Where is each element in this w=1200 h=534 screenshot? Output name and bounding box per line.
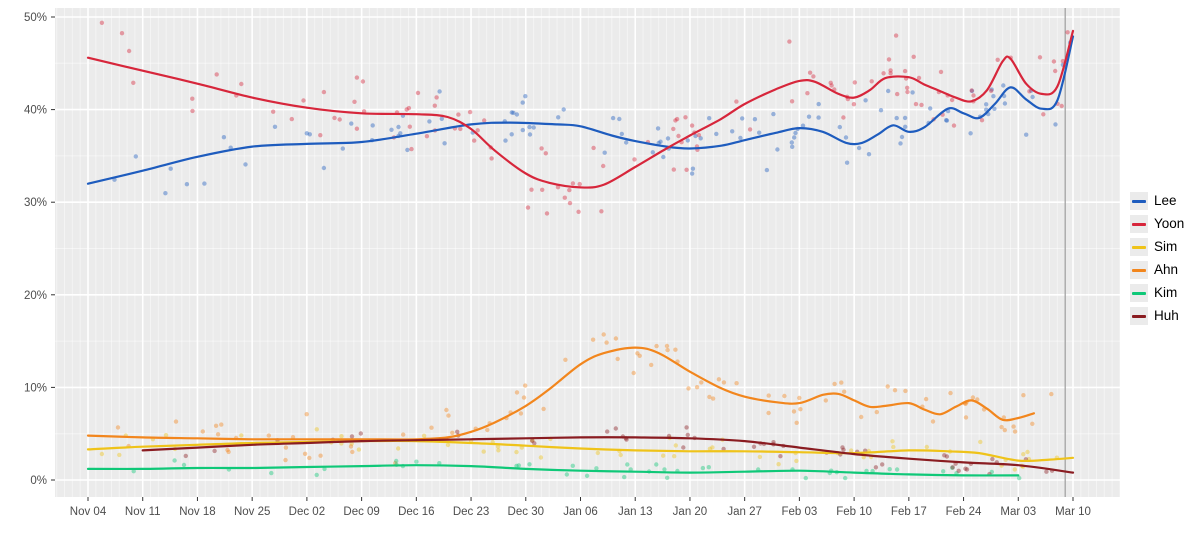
trend-line-huh xyxy=(141,436,1075,474)
legend-label-ahn: Ahn xyxy=(1154,262,1179,277)
y-axis-tick-label: 10% xyxy=(24,382,47,394)
trend-line-sim xyxy=(86,439,1075,463)
legend-line-swatch xyxy=(1132,222,1146,226)
x-axis-tick-label: Feb 03 xyxy=(781,506,817,518)
legend-key-sim xyxy=(1130,238,1148,256)
legend-line-swatch xyxy=(1132,199,1146,203)
legend-label-lee: Lee xyxy=(1154,193,1177,208)
x-axis-tick-label: Mar 03 xyxy=(1000,506,1036,518)
legend-item-huh: Huh xyxy=(1130,307,1184,325)
poll-scatter-points xyxy=(99,20,1073,481)
legend-label-sim: Sim xyxy=(1154,239,1178,254)
x-axis-tick-label: Dec 30 xyxy=(508,506,544,518)
x-axis-tick-label: Mar 10 xyxy=(1055,506,1091,518)
x-axis-tick-label: Nov 11 xyxy=(125,506,161,518)
plot-panel xyxy=(55,8,1120,497)
y-axis-tick-label: 40% xyxy=(24,105,47,117)
y-axis-tick-label: 20% xyxy=(24,290,47,302)
legend-line-swatch xyxy=(1132,268,1146,272)
x-axis-tick-label: Jan 06 xyxy=(563,506,598,518)
x-axis-tick-label: Nov 04 xyxy=(70,506,107,518)
legend-key-ahn xyxy=(1130,261,1148,279)
x-axis-tick-label: Feb 10 xyxy=(836,506,872,518)
x-axis-tick-label: Nov 18 xyxy=(179,506,215,518)
legend-line-swatch xyxy=(1132,245,1146,249)
x-axis-tick-label: Dec 09 xyxy=(343,506,379,518)
x-axis-tick-label: Dec 02 xyxy=(289,506,325,518)
x-axis-tick-label: Jan 20 xyxy=(673,506,708,518)
legend-key-yoon xyxy=(1130,215,1148,233)
trend-lines xyxy=(86,29,1075,477)
x-axis-tick-label: Jan 27 xyxy=(727,506,762,518)
x-axis-tick-label: Feb 17 xyxy=(891,506,927,518)
legend-item-yoon: Yoon xyxy=(1130,215,1184,233)
axes: Nov 04 Nov 11 Nov 18 Nov 25 Dec 02 Dec 09 Dec … xyxy=(24,12,1091,518)
legend-line-swatch xyxy=(1132,291,1146,295)
legend-line-swatch xyxy=(1132,314,1146,318)
legend: Lee Yoon Sim Ahn Kim Huh xyxy=(1130,192,1184,325)
x-axis-tick-label: Feb 24 xyxy=(946,506,982,518)
y-axis-tick-label: 50% xyxy=(24,12,47,24)
legend-item-sim: Sim xyxy=(1130,238,1184,256)
x-axis-tick-label: Dec 23 xyxy=(453,506,489,518)
legend-label-kim: Kim xyxy=(1154,285,1178,300)
x-axis-tick-label: Dec 16 xyxy=(398,506,434,518)
y-axis-tick-label: 0% xyxy=(30,475,47,487)
trend-line-kim xyxy=(86,464,1020,477)
trend-line-yoon xyxy=(86,29,1075,189)
legend-key-lee xyxy=(1130,192,1148,210)
x-axis-tick-label: Nov 25 xyxy=(234,506,270,518)
legend-label-huh: Huh xyxy=(1154,308,1179,323)
legend-label-yoon: Yoon xyxy=(1154,216,1185,231)
legend-item-ahn: Ahn xyxy=(1130,261,1184,279)
legend-item-lee: Lee xyxy=(1130,192,1184,210)
legend-key-huh xyxy=(1130,307,1148,325)
legend-key-kim xyxy=(1130,284,1148,302)
y-axis-tick-label: 30% xyxy=(24,197,47,209)
legend-item-kim: Kim xyxy=(1130,284,1184,302)
x-axis-tick-label: Jan 13 xyxy=(618,506,653,518)
trend-line-lee xyxy=(86,35,1075,185)
